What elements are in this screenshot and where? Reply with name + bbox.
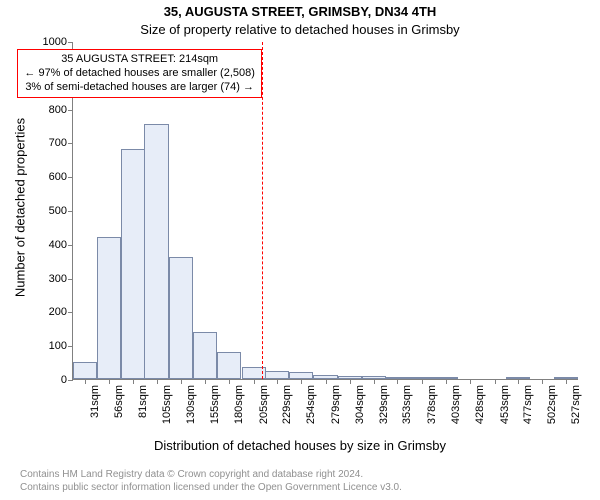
x-tick-label: 304sqm — [354, 385, 366, 424]
x-tick-mark — [422, 379, 423, 384]
x-tick-label: 403sqm — [450, 385, 462, 424]
footer-line-2: Contains public sector information licen… — [20, 481, 402, 494]
x-tick-mark — [374, 379, 375, 384]
footer-line-1: Contains HM Land Registry data © Crown c… — [20, 468, 402, 481]
x-tick-mark — [350, 379, 351, 384]
page-subtitle: Size of property relative to detached ho… — [0, 22, 600, 37]
x-tick-mark — [301, 379, 302, 384]
y-tick-mark — [68, 346, 73, 347]
footer-attribution: Contains HM Land Registry data © Crown c… — [20, 468, 402, 494]
x-tick-label: 378sqm — [426, 385, 438, 424]
x-tick-mark — [254, 379, 255, 384]
annotation-line: 3% of semi-detached houses are larger (7… — [24, 81, 255, 95]
x-tick-label: 428sqm — [474, 385, 486, 424]
x-tick-label: 279sqm — [330, 385, 342, 424]
reference-line — [262, 42, 263, 379]
y-tick-mark — [68, 380, 73, 381]
x-tick-label: 229sqm — [281, 385, 293, 424]
x-tick-label: 205sqm — [258, 385, 270, 424]
x-tick-mark — [397, 379, 398, 384]
y-tick-mark — [68, 177, 73, 178]
x-tick-mark — [326, 379, 327, 384]
histogram-bar — [338, 376, 362, 379]
histogram-bar — [313, 375, 337, 379]
x-tick-mark — [446, 379, 447, 384]
y-tick-mark — [68, 245, 73, 246]
x-tick-label: 502sqm — [546, 385, 558, 424]
annotation-line: 35 AUGUSTA STREET: 214sqm — [24, 53, 255, 67]
x-tick-mark — [85, 379, 86, 384]
x-tick-label: 329sqm — [378, 385, 390, 424]
x-tick-mark — [109, 379, 110, 384]
y-tick-mark — [68, 312, 73, 313]
y-tick-mark — [68, 110, 73, 111]
histogram-bar — [265, 371, 289, 379]
x-axis-label: Distribution of detached houses by size … — [0, 438, 600, 453]
histogram-bar — [144, 124, 168, 379]
x-tick-mark — [229, 379, 230, 384]
histogram-bar — [289, 372, 313, 379]
x-tick-label: 56sqm — [113, 385, 125, 418]
x-tick-label: 254sqm — [305, 385, 317, 424]
chart-container: { "titles": { "line1": "35, AUGUSTA STRE… — [0, 0, 600, 500]
histogram-bar — [434, 377, 458, 379]
page-title: 35, AUGUSTA STREET, GRIMSBY, DN34 4TH — [0, 4, 600, 19]
x-tick-label: 353sqm — [401, 385, 413, 424]
x-tick-label: 31sqm — [89, 385, 101, 418]
x-tick-mark — [157, 379, 158, 384]
x-tick-mark — [470, 379, 471, 384]
histogram-bar — [385, 377, 409, 379]
plot-area: 0100200300400500600700800900100031sqm56s… — [72, 42, 578, 380]
x-tick-mark — [277, 379, 278, 384]
histogram-bar — [554, 377, 578, 379]
x-tick-mark — [181, 379, 182, 384]
x-tick-label: 155sqm — [209, 385, 221, 424]
histogram-bar — [97, 237, 121, 379]
x-tick-label: 180sqm — [233, 385, 245, 424]
y-tick-mark — [68, 42, 73, 43]
x-tick-label: 130sqm — [185, 385, 197, 424]
x-tick-label: 527sqm — [570, 385, 582, 424]
annotation-line: ← 97% of detached houses are smaller (2,… — [24, 67, 255, 81]
histogram-bar — [217, 352, 241, 379]
y-tick-mark — [68, 279, 73, 280]
x-tick-label: 453sqm — [499, 385, 511, 424]
x-tick-mark — [542, 379, 543, 384]
x-tick-label: 477sqm — [522, 385, 534, 424]
x-tick-mark — [205, 379, 206, 384]
annotation-box: 35 AUGUSTA STREET: 214sqm← 97% of detach… — [17, 49, 262, 98]
x-tick-mark — [518, 379, 519, 384]
histogram-bar — [121, 149, 145, 379]
histogram-bar — [193, 332, 217, 379]
x-tick-mark — [495, 379, 496, 384]
x-tick-label: 81sqm — [137, 385, 149, 418]
histogram-bar — [410, 377, 434, 379]
y-tick-mark — [68, 211, 73, 212]
histogram-bar — [362, 376, 386, 379]
histogram-bar — [73, 362, 97, 379]
histogram-bar — [506, 377, 530, 379]
x-tick-label: 105sqm — [161, 385, 173, 424]
y-tick-mark — [68, 143, 73, 144]
x-tick-mark — [566, 379, 567, 384]
histogram-bar — [169, 257, 193, 379]
x-tick-mark — [133, 379, 134, 384]
